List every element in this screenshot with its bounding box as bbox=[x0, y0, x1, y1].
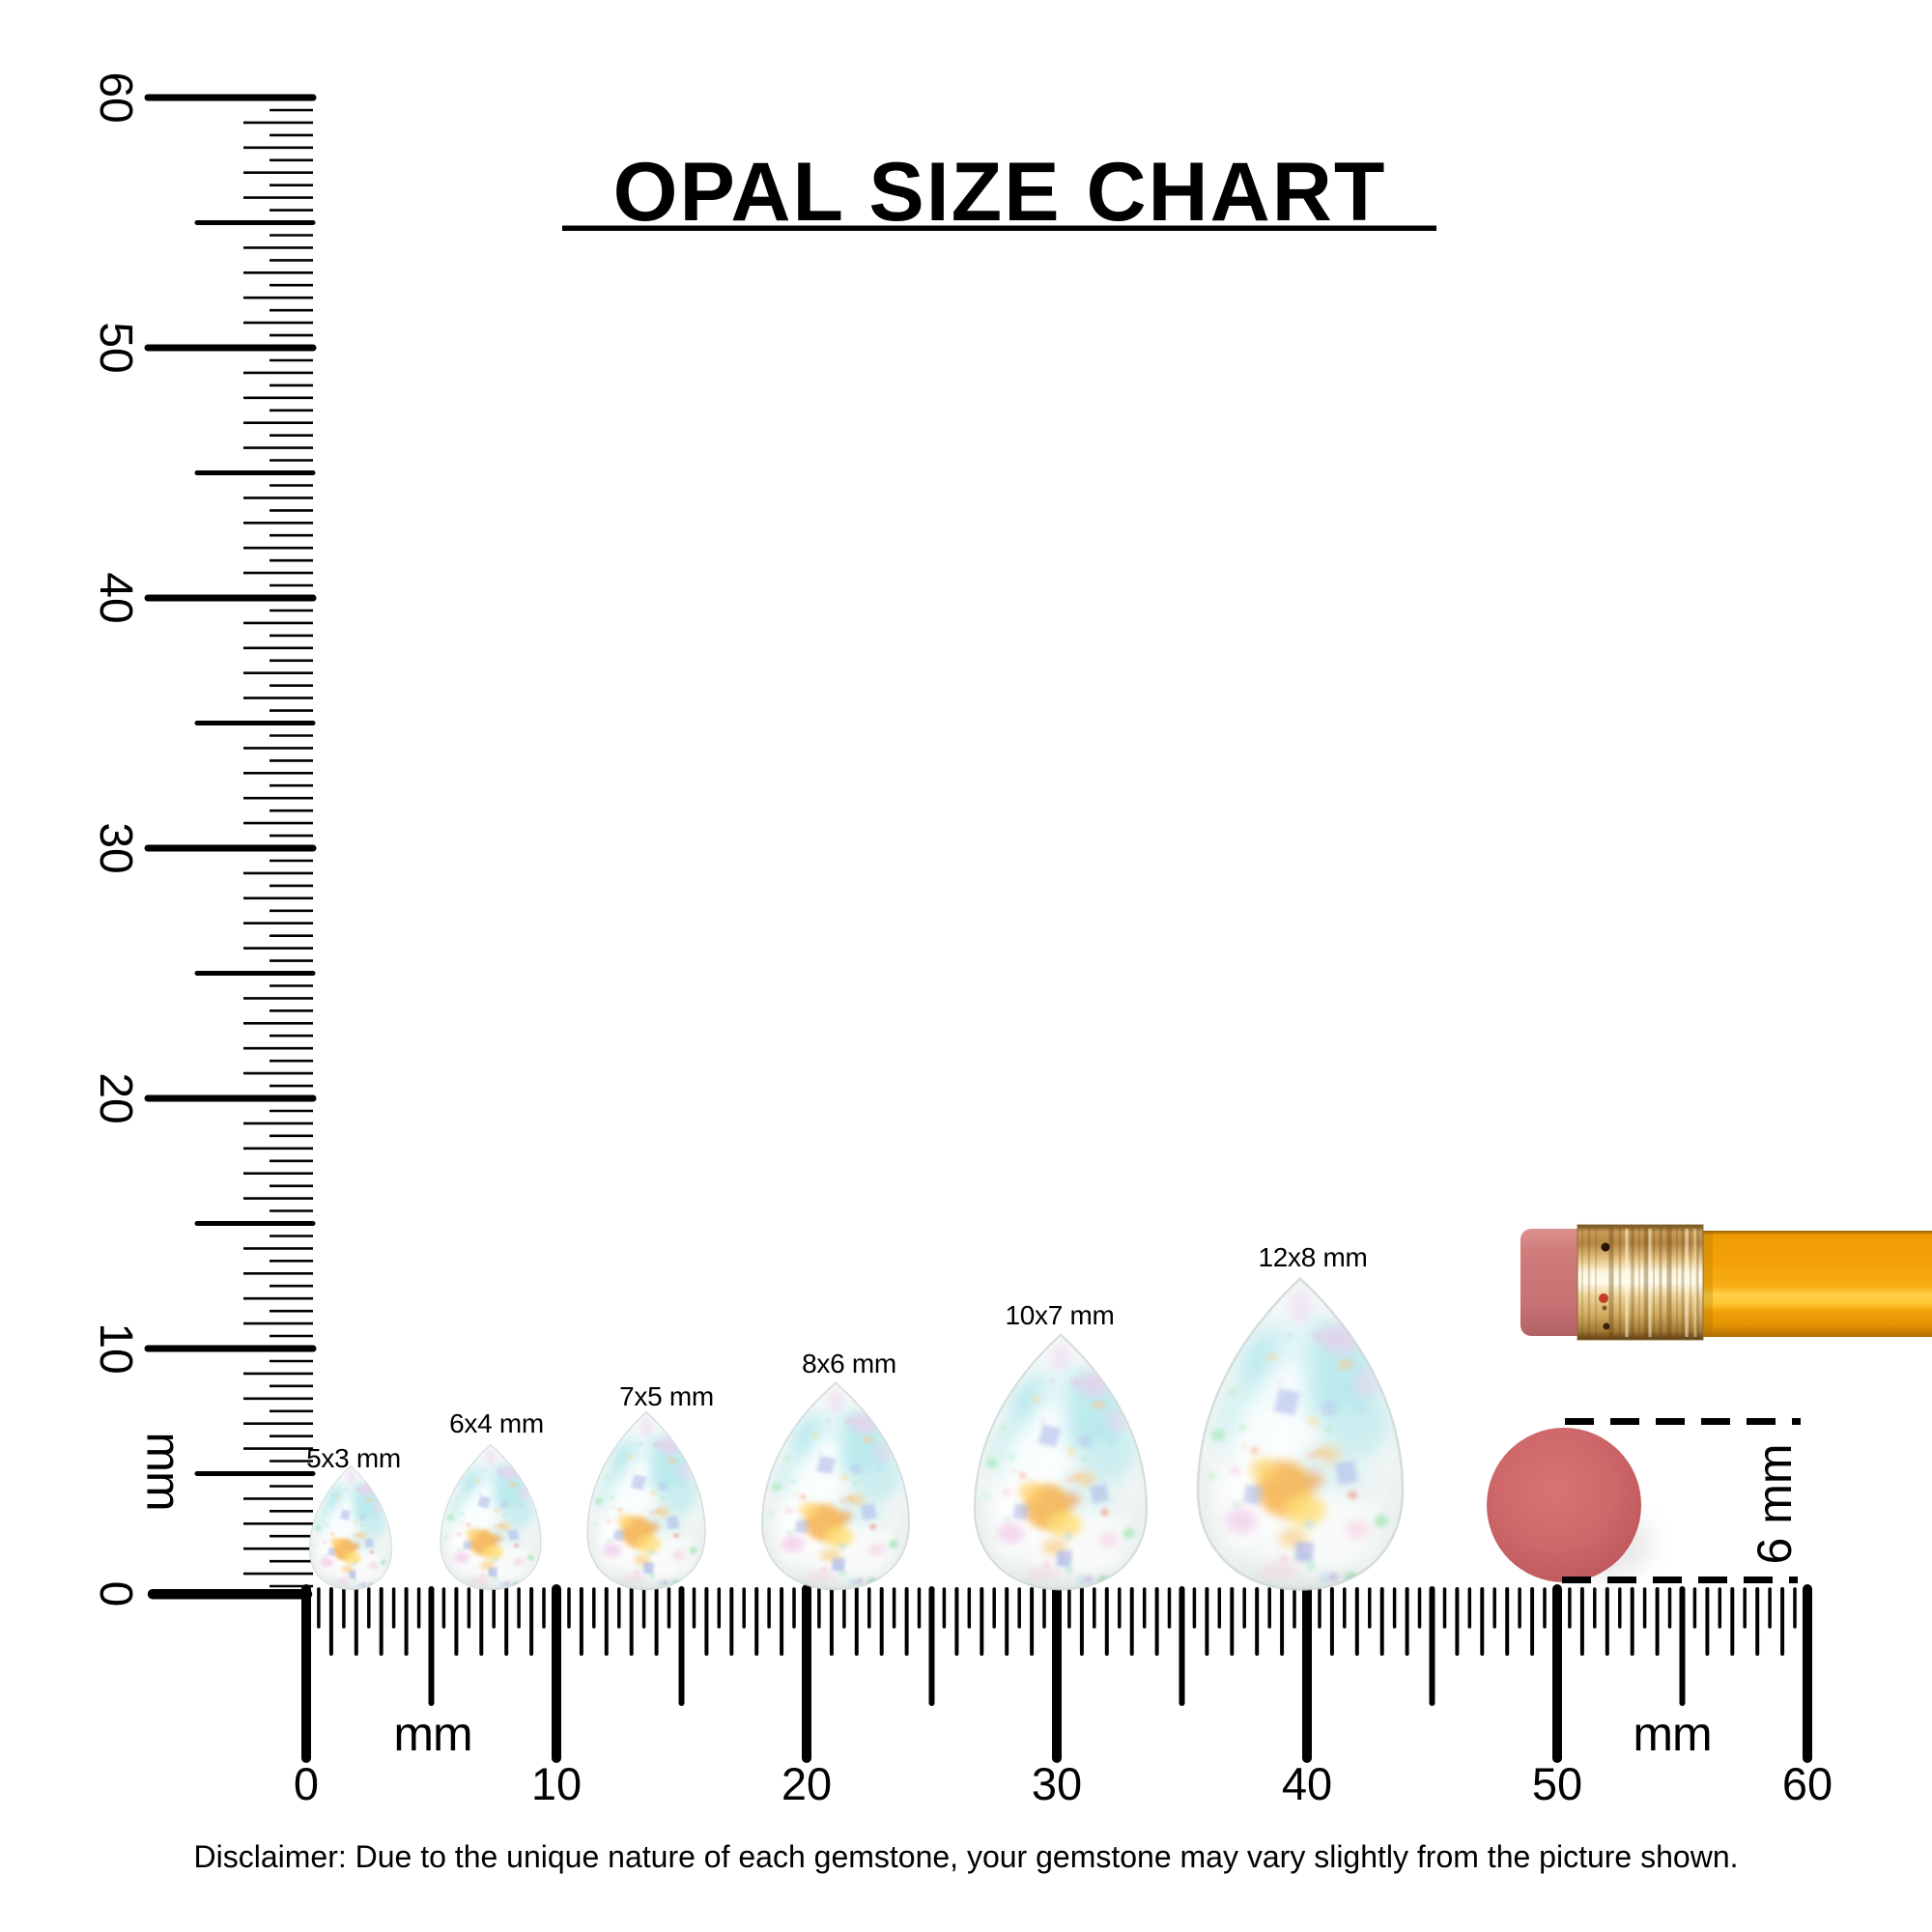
svg-text:20: 20 bbox=[781, 1758, 832, 1809]
svg-text:10: 10 bbox=[90, 1322, 141, 1374]
svg-text:6x4 mm: 6x4 mm bbox=[449, 1408, 544, 1438]
svg-text:5x3 mm: 5x3 mm bbox=[306, 1443, 401, 1473]
svg-text:Disclaimer: Due to the unique: Disclaimer: Due to the unique nature of … bbox=[194, 1839, 1739, 1874]
svg-text:30: 30 bbox=[90, 822, 141, 873]
svg-text:20: 20 bbox=[90, 1072, 141, 1123]
svg-text:10: 10 bbox=[531, 1758, 582, 1809]
svg-text:OPAL SIZE CHART: OPAL SIZE CHART bbox=[613, 146, 1387, 239]
svg-text:40: 40 bbox=[90, 572, 141, 623]
svg-text:40: 40 bbox=[1282, 1758, 1332, 1809]
svg-text:mm: mm bbox=[393, 1707, 471, 1761]
svg-text:6 mm: 6 mm bbox=[1747, 1444, 1802, 1565]
svg-text:7x5 mm: 7x5 mm bbox=[619, 1381, 714, 1411]
svg-text:mm: mm bbox=[137, 1432, 191, 1510]
svg-text:0: 0 bbox=[90, 1581, 141, 1607]
svg-text:12x8 mm: 12x8 mm bbox=[1258, 1242, 1367, 1272]
svg-text:50: 50 bbox=[1532, 1758, 1582, 1809]
svg-text:8x6 mm: 8x6 mm bbox=[802, 1349, 896, 1378]
svg-text:0: 0 bbox=[294, 1758, 319, 1809]
svg-text:mm: mm bbox=[1633, 1707, 1711, 1761]
svg-text:60: 60 bbox=[1782, 1758, 1833, 1809]
svg-text:50: 50 bbox=[90, 322, 141, 373]
svg-text:10x7 mm: 10x7 mm bbox=[1005, 1300, 1114, 1330]
svg-text:60: 60 bbox=[90, 71, 141, 123]
svg-text:30: 30 bbox=[1032, 1758, 1082, 1809]
